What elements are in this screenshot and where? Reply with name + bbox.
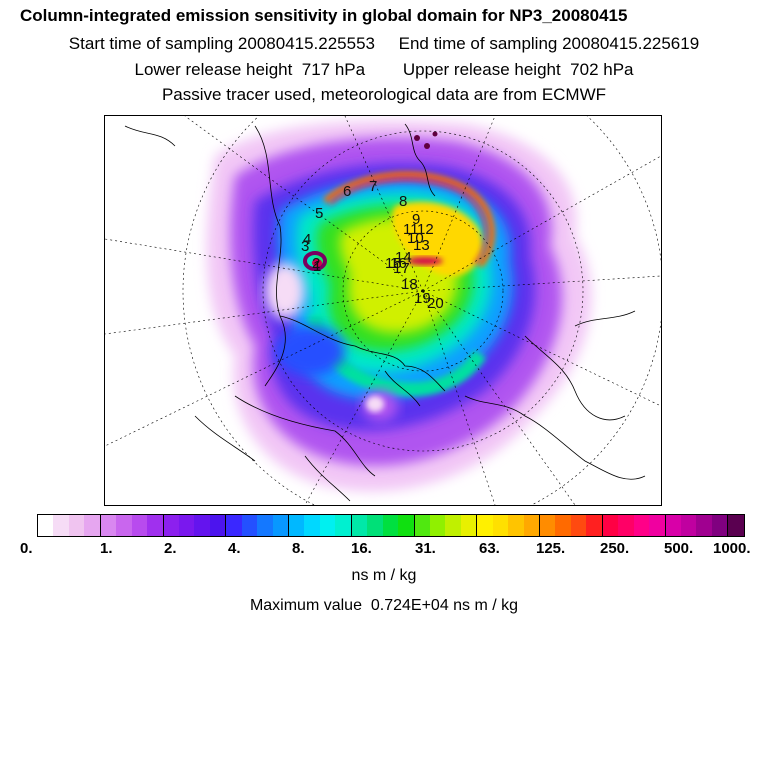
polar-map: 1 2 3 4 5 6 7 8 9 10 11 12 13 14 15 16 1… [104,115,662,506]
coastlines [124,123,646,502]
colorbar-cell [555,515,571,536]
colorbar-tick-9: 250. [600,540,630,557]
colorbar-cell [241,515,258,536]
colorbar-tick-3: 4. [228,540,241,557]
colorbar-cell [523,515,539,536]
colorbar-cell [304,515,320,536]
colorbar-cell [429,515,446,536]
colorbar-tick-11: 1000. [713,540,751,557]
colorbar-cell [288,515,305,536]
colorbar-cell [194,515,210,536]
colorbar-cell [178,515,195,536]
colorbar-tick-4: 8. [292,540,305,557]
colorbar-cell [272,515,288,536]
point-label-17: 17 [393,260,410,277]
point-label-19: 19 [414,290,431,307]
colorbar-cell [664,515,681,536]
colorbar-cell [539,515,556,536]
point-label-2: 2 [312,255,320,272]
colorbar-cell [445,515,461,536]
colorbar-cell [476,515,493,536]
colorbar-cell [53,515,69,536]
colorbar-tick-5: 16. [351,540,372,557]
colorbar-cell [398,515,414,536]
colorbar-tick-0: 0. [20,540,33,557]
colorbar-cell [601,515,619,536]
colorbar-cell [680,515,697,536]
point-label-14: 14 [395,249,412,266]
colorbar [37,514,745,537]
colorbar-cell [382,515,399,536]
colorbar-cell [209,515,226,536]
colorbar-cell [350,515,368,536]
colorbar-cell [335,515,351,536]
colorbar-cell [413,515,430,536]
colorbar-cell [38,515,54,536]
graticule [105,116,661,505]
colorbar-cell [257,515,273,536]
point-label-9: 9 [412,211,420,228]
point-label-6: 6 [343,183,351,200]
colorbar-cell [131,515,148,536]
sampling-time-line: Start time of sampling 20080415.225553 E… [68,34,700,53]
colorbar-tick-7: 63. [479,540,500,557]
colorbar-tick-8: 125. [536,540,566,557]
colorbar-cell [99,515,117,536]
point-label-10: 10 [407,230,424,247]
colorbar-cell [727,515,744,536]
colorbar-tick-1: 1. [100,540,113,557]
point-label-18: 18 [401,276,418,293]
colorbar-tick-6: 31. [415,540,436,557]
colorbar-cell [319,515,336,536]
point-label-3: 3 [301,238,309,255]
point-label-15: 15 [385,255,402,272]
colorbar-cell [586,515,602,536]
point-label-7: 7 [369,178,377,195]
point-label-16: 16 [390,255,407,272]
point-label-8: 8 [399,193,407,210]
colorbar-cell [460,515,477,536]
point-label-13: 13 [413,237,430,254]
colorbar-cell [162,515,179,536]
colorbar-cell [633,515,650,536]
point-label-1: 1 [313,258,321,275]
colorbar-cell [570,515,587,536]
sensitivity-field [206,120,592,492]
colorbar-cell [68,515,85,536]
point-label-4: 4 [303,231,311,248]
colorbar-cell [147,515,163,536]
colorbar-tick-10: 500. [664,540,694,557]
colorbar-cell [492,515,509,536]
plot-title: Column-integrated emission sensitivity i… [20,6,628,25]
release-height-line: Lower release height 717 hPa Upper relea… [134,60,634,79]
colorbar-cell [711,515,728,536]
maximum-value-text: Maximum value 0.724E+04 ns m / kg [249,597,519,614]
tracer-info-line: Passive tracer used, meteorological data… [161,85,607,104]
colorbar-cell [225,515,242,536]
colorbar-cell [696,515,712,536]
colorbar-cell [84,515,100,536]
colorbar-tick-2: 2. [164,540,177,557]
point-label-5: 5 [315,205,323,222]
colorbar-unit-label: ns m / kg [351,567,417,584]
colorbar-cell [618,515,634,536]
colorbar-cell [508,515,524,536]
trajectory-point-labels: 1 2 3 4 5 6 7 8 9 10 11 12 13 14 15 16 1… [301,178,444,312]
colorbar-cell [367,515,383,536]
colorbar-cell [116,515,132,536]
point-label-12: 12 [417,221,434,238]
colorbar-cell [649,515,665,536]
point-label-20: 20 [427,295,444,312]
point-label-11: 11 [403,221,419,238]
